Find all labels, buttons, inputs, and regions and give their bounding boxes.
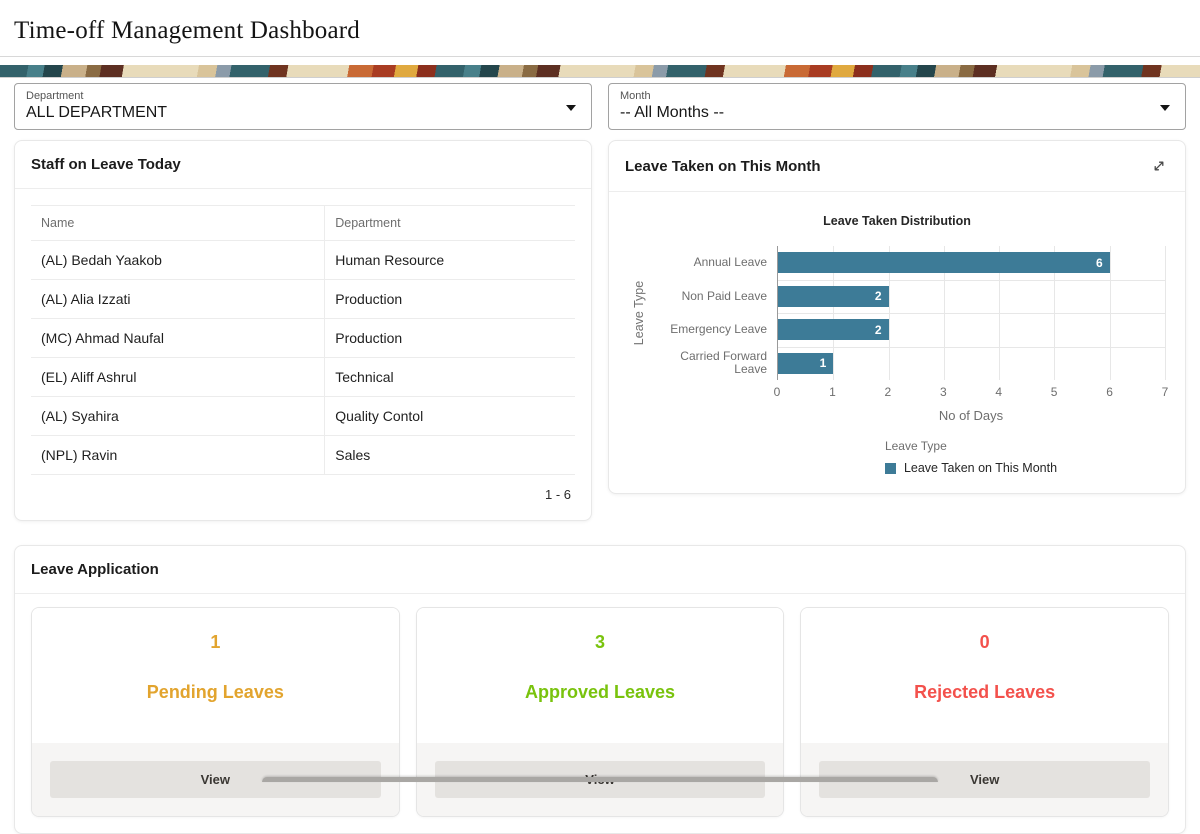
table-row: (NPL) Ravin Sales: [31, 435, 575, 475]
bar-segment: 1: [778, 352, 834, 374]
pagination-label: 1 - 6: [544, 487, 571, 502]
staff-table: Name Department (AL) Bedah Yaakob Human R…: [31, 205, 575, 504]
month-select[interactable]: Month -- All Months --: [608, 83, 1186, 130]
department-select[interactable]: Department ALL DEPARTMENT: [14, 83, 592, 130]
horizontal-gridline: [778, 346, 1165, 348]
bar-segment: 2: [778, 319, 889, 341]
staff-name-cell: (AL) Syahira: [31, 396, 325, 436]
stat-count: 0: [979, 632, 990, 652]
x-tick-label: 0: [773, 385, 781, 399]
leave-taken-title: Leave Taken on This Month: [625, 157, 821, 175]
staff-table-header-row: Name Department: [31, 205, 575, 241]
legend-title: Leave Type: [884, 439, 947, 453]
legend-label: Leave Taken on This Month: [903, 461, 1058, 475]
department-select-label: Department: [26, 90, 84, 102]
staff-department-cell: Production: [324, 279, 575, 319]
y-axis-title: Leave Type: [632, 280, 646, 346]
x-tick-label: 7: [1161, 385, 1169, 399]
page-title: Time-off Management Dashboard: [14, 17, 361, 44]
stat-card-body: 0 Rejected Leaves: [801, 608, 1168, 743]
table-row: (AL) Bedah Yaakob Human Resource: [31, 240, 575, 280]
staff-name-cell: (EL) Aliff Ashrul: [31, 357, 325, 397]
bar-chart: Leave Type Annual Leave Non Paid Leave Eme…: [629, 246, 1169, 475]
chart-legend: Leave Type Leave Taken on This Month: [884, 439, 1058, 475]
leave-application-card: Leave Application 1 Pending Leaves View 3 Ap…: [14, 545, 1186, 834]
staff-department-cell: Quality Contol: [324, 396, 575, 436]
staff-table-footer-row: 1 - 6: [31, 475, 575, 505]
table-row: (EL) Aliff Ashrul Technical: [31, 357, 575, 397]
month-select-label: Month: [620, 90, 651, 102]
y-category-label: Non Paid Leave: [681, 288, 767, 303]
staff-department-cell: Production: [324, 318, 575, 358]
column-header-department: Department: [324, 205, 575, 241]
x-tick-label: 6: [1106, 385, 1113, 399]
bar-segment: 2: [778, 285, 889, 307]
chevron-down-icon: [1160, 104, 1170, 111]
decorative-banner: [0, 65, 1200, 78]
stat-label: Rejected Leaves: [914, 682, 1056, 702]
chart-body: Leave Taken Distribution Leave Type Annu…: [609, 192, 1185, 493]
staff-department-cell: Human Resource: [324, 240, 575, 280]
table-row: (MC) Ahmad Naufal Production: [31, 318, 575, 358]
chevron-down-icon: [566, 104, 576, 111]
staff-department-cell: Technical: [324, 357, 575, 397]
maximize-button[interactable]: [1149, 156, 1169, 176]
horizontal-gridline: [778, 279, 1165, 281]
stat-count: 1: [210, 632, 221, 652]
chart-title: Leave Taken Distribution: [823, 214, 971, 228]
staff-name-cell: (MC) Ahmad Naufal: [31, 318, 325, 358]
table-row: (AL) Syahira Quality Contol: [31, 396, 575, 436]
stat-card-body: 1 Pending Leaves: [32, 608, 399, 743]
stat-card-rejected-leaves: 0 Rejected Leaves View: [800, 607, 1169, 817]
staff-on-leave-card: Staff on Leave Today Name Department (AL…: [14, 140, 592, 521]
expand-icon: [1154, 161, 1164, 171]
table-row: (AL) Alia Izzati Production: [31, 279, 575, 319]
plot-column: 6 2 2 1 0 1 2 3 4 5 6 7 No of Days Leave Type Leav…: [773, 246, 1169, 475]
stat-card-pending-leaves: 1 Pending Leaves View: [31, 607, 400, 817]
x-tick-label: 5: [1050, 385, 1058, 399]
staff-name-cell: (NPL) Ravin: [31, 435, 325, 475]
bar-segment: 6: [778, 252, 1110, 274]
legend-item: Leave Taken on This Month: [884, 461, 1058, 475]
y-category-label: Emergency Leave: [670, 322, 767, 337]
x-tick-label: 2: [884, 385, 892, 399]
staff-name-cell: (AL) Alia Izzati: [31, 279, 325, 319]
leave-taken-card: Leave Taken on This Month Leave Taken Di…: [608, 140, 1186, 494]
x-axis-title: No of Days: [938, 408, 1004, 423]
department-select-value: ALL DEPARTMENT: [26, 104, 168, 121]
plot-area: 6 2 2 1: [777, 246, 1166, 380]
stat-label: Approved Leaves: [524, 682, 676, 702]
leave-taken-header: Leave Taken on This Month: [609, 141, 1185, 192]
x-tick-label: 1: [829, 385, 836, 399]
legend-wrap: Leave Type Leave Taken on This Month: [777, 439, 1165, 475]
dashboard-cards-row: Staff on Leave Today Name Department (AL…: [14, 140, 1186, 521]
filters-row: Department ALL DEPARTMENT Month -- All M…: [14, 83, 1186, 130]
stat-card-body: 3 Approved Leaves: [416, 608, 784, 743]
staff-on-leave-title: Staff on Leave Today: [31, 156, 181, 173]
staff-table-wrap: Name Department (AL) Bedah Yaakob Human R…: [15, 189, 591, 520]
staff-on-leave-header: Staff on Leave Today: [15, 141, 591, 189]
leave-application-title: Leave Application: [31, 561, 159, 578]
column-header-name: Name: [31, 205, 325, 241]
y-category-label: Annual Leave: [693, 255, 767, 270]
stat-label: Pending Leaves: [146, 682, 284, 702]
vertical-gridline: [1165, 246, 1166, 380]
main-content: Department ALL DEPARTMENT Month -- All M…: [0, 78, 1200, 834]
x-tick-label: 4: [995, 385, 1003, 399]
staff-department-cell: Sales: [324, 435, 575, 475]
y-axis-category-labels: Annual Leave Non Paid Leave Emergency Leav…: [649, 246, 777, 380]
stat-count: 3: [594, 632, 605, 652]
y-category-label: Carried Forward Leave: [680, 349, 767, 377]
horizontal-gridline: [778, 313, 1165, 314]
x-axis-ticks: 0 1 2 3 4 5 6 7: [773, 385, 1169, 401]
apex-dev-toolbar[interactable]: [262, 777, 938, 782]
month-select-value: -- All Months --: [620, 104, 725, 121]
staff-name-cell: (AL) Bedah Yaakob: [31, 240, 325, 280]
leave-application-header: Leave Application: [15, 546, 1185, 594]
x-tick-label: 3: [939, 385, 947, 399]
app-header: Time-off Management Dashboard: [0, 0, 1200, 57]
legend-swatch: [884, 462, 896, 474]
